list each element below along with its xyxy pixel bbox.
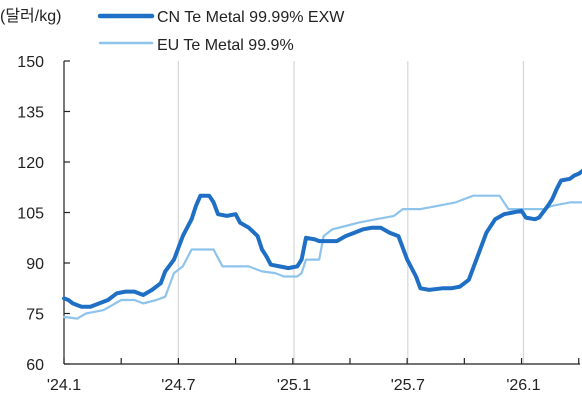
y-tick-label: 60: [26, 357, 44, 374]
y-tick-label: 90: [26, 256, 44, 273]
x-tick-label: '26.1: [506, 377, 540, 394]
y-tick-label: 135: [17, 105, 44, 122]
x-tick-label: '25.7: [391, 377, 425, 394]
legend: CN Te Metal 99.99% EXW EU Te Metal 99.9%: [97, 9, 345, 54]
y-axis: 60 75 90 105 120 135 150: [17, 54, 70, 374]
legend-label-cn-te-metal: CN Te Metal 99.99% EXW: [157, 9, 345, 26]
series-line-cn-te-metal: [62, 168, 582, 309]
x-tick-label: '25.1: [277, 377, 311, 394]
x-tick-label: '24.1: [47, 377, 81, 394]
x-tick-label: '24.7: [161, 377, 195, 394]
y-tick-label: 150: [17, 54, 44, 71]
series-line-eu-te-metal: [62, 194, 582, 320]
y-tick-label: 120: [17, 155, 44, 172]
y-tick-label: 75: [26, 307, 44, 324]
y-axis-unit-label: (달러/kg): [0, 7, 61, 25]
x-axis: '24.1 '24.7 '25.1 '25.7 '26.1: [47, 358, 580, 394]
legend-label-eu-te-metal: EU Te Metal 99.9%: [157, 37, 294, 54]
vertical-gridlines: [177, 61, 525, 364]
y-tick-label: 105: [17, 206, 44, 223]
plot-area: [62, 168, 582, 320]
